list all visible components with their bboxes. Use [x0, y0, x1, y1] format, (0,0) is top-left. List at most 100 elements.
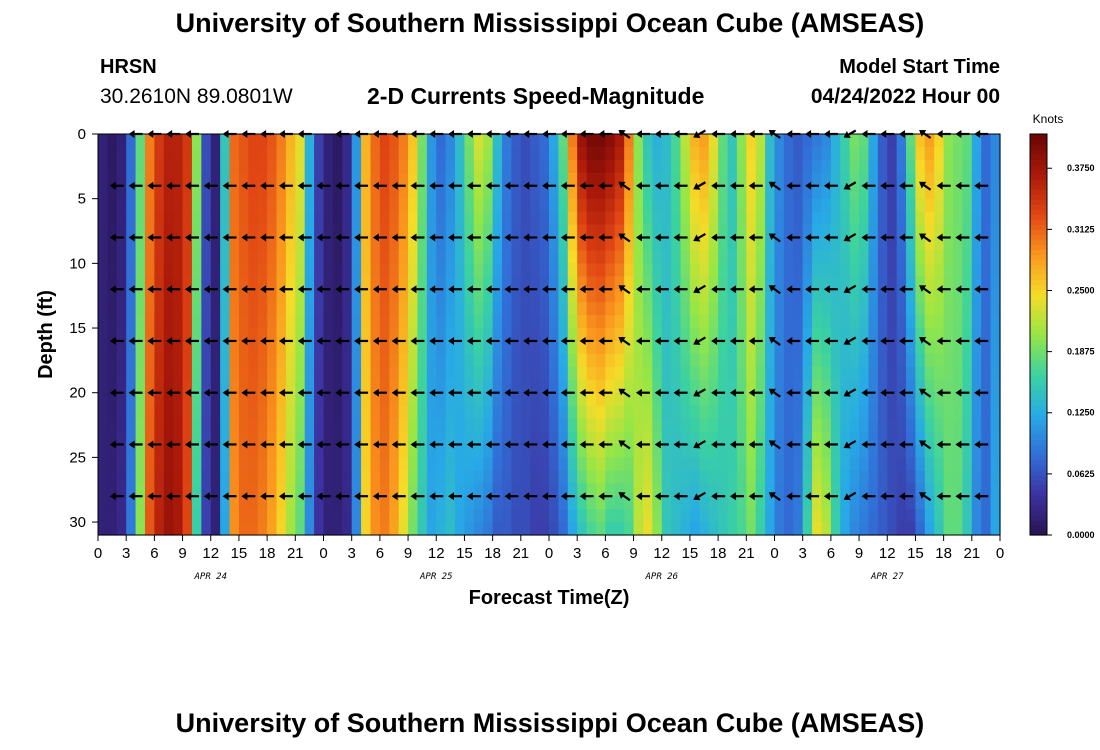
heatmap-cell: [953, 444, 964, 458]
current-arrow: [485, 233, 500, 242]
heatmap-cell: [135, 237, 146, 252]
heatmap-cell: [408, 431, 419, 446]
heatmap-cell: [276, 263, 287, 277]
heatmap-cell: [877, 392, 888, 407]
heatmap-cell: [295, 431, 306, 446]
heatmap-cell: [539, 185, 550, 200]
heatmap-cell: [389, 392, 400, 407]
heatmap-cell: [793, 134, 804, 148]
heatmap-cell: [971, 340, 982, 355]
heatmap-cell: [445, 431, 456, 446]
heatmap-cell: [464, 431, 475, 446]
heatmap-cell: [445, 470, 456, 484]
heatmap-cell: [530, 522, 541, 536]
heatmap-cell: [511, 134, 522, 148]
heatmap-cell: [680, 172, 691, 187]
heatmap-cell: [248, 340, 259, 355]
heatmap-cell: [126, 418, 137, 433]
colorbar-segment: [1030, 149, 1047, 155]
heatmap-cell: [342, 250, 353, 264]
heatmap-cell: [887, 250, 898, 264]
heatmap-cell: [511, 470, 522, 484]
current-arrow-head: [618, 336, 626, 344]
current-arrow: [316, 440, 331, 449]
heatmap-cell: [304, 315, 315, 329]
heatmap-cell: [830, 496, 841, 510]
heatmap-cell: [661, 418, 672, 433]
heatmap-cell: [840, 198, 851, 213]
current-arrow-head: [166, 181, 173, 190]
heatmap-cell: [727, 224, 738, 239]
heatmap-cell: [314, 198, 325, 213]
current-arrow-head: [203, 440, 210, 449]
heatmap-cell: [304, 379, 315, 394]
heatmap-cell: [793, 353, 804, 368]
heatmap-cell: [614, 134, 625, 148]
heatmap-cell: [821, 159, 832, 174]
heatmap-cell: [191, 250, 202, 264]
heatmap-cell: [624, 185, 635, 200]
heatmap-cell: [746, 405, 757, 420]
current-arrow-head: [184, 181, 191, 190]
heatmap-cell: [511, 250, 522, 264]
heatmap-cell: [436, 315, 447, 329]
heatmap-cell: [633, 263, 644, 277]
current-arrow: [260, 336, 275, 345]
heatmap-cell: [906, 496, 917, 510]
heatmap-cell: [830, 146, 841, 161]
heatmap-cell: [502, 134, 513, 148]
heatmap-cell: [859, 315, 870, 329]
heatmap-cell: [943, 444, 954, 458]
current-arrow-head: [354, 285, 361, 294]
current-arrow: [466, 285, 481, 294]
heatmap-cell: [144, 405, 155, 420]
heatmap-cell: [727, 470, 738, 484]
heatmap-cell: [173, 172, 184, 187]
y-tick-label: 10: [69, 255, 86, 272]
heatmap-cell: [126, 444, 137, 458]
heatmap-cell: [793, 418, 804, 433]
heatmap-cell: [953, 366, 964, 381]
current-arrow-head: [297, 285, 304, 294]
current-arrow: [523, 181, 538, 190]
heatmap-cell: [285, 211, 296, 226]
heatmap-cell: [793, 263, 804, 277]
heatmap-cell: [746, 134, 757, 148]
heatmap-cell: [379, 496, 390, 510]
heatmap-cell: [520, 522, 531, 536]
current-arrow: [805, 336, 820, 345]
heatmap-cell: [877, 250, 888, 264]
heatmap-cell: [304, 522, 315, 536]
heatmap-cell: [605, 302, 616, 316]
current-arrow: [128, 388, 143, 397]
colorbar-segment: [1030, 399, 1047, 406]
heatmap-cell: [802, 172, 813, 187]
heatmap-cell: [736, 172, 747, 187]
current-arrow: [448, 492, 463, 501]
heatmap-cell: [868, 470, 879, 484]
heatmap-cell: [98, 134, 108, 148]
heatmap-cell: [314, 444, 325, 458]
current-arrow: [598, 285, 613, 294]
current-arrow: [297, 492, 312, 501]
heatmap-cell: [314, 276, 325, 290]
heatmap-cell: [887, 159, 898, 174]
heatmap-cell: [436, 289, 447, 303]
heatmap-cell: [351, 302, 362, 316]
current-arrow: [109, 233, 124, 242]
heatmap-cell: [502, 185, 513, 200]
heatmap-cell: [671, 405, 682, 420]
heatmap-cell: [511, 405, 522, 420]
heatmap-cell: [116, 250, 127, 264]
heatmap-cell: [426, 444, 437, 458]
heatmap-cell: [633, 470, 644, 484]
heatmap-cell: [746, 328, 757, 342]
heatmap-cell: [614, 263, 625, 277]
heatmap-cell: [398, 185, 409, 200]
heatmap-cell: [718, 198, 729, 213]
current-arrow-head: [936, 492, 943, 501]
colorbar-segment: [1030, 514, 1047, 521]
heatmap-cell: [652, 315, 663, 329]
heatmap-cell: [389, 172, 400, 187]
current-arrow-head: [654, 388, 661, 397]
